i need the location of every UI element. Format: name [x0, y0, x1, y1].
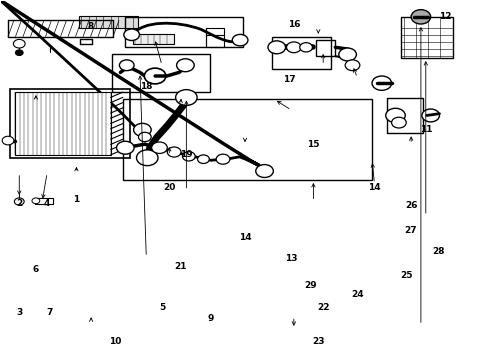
Circle shape [120, 60, 134, 71]
Text: 9: 9 [208, 314, 214, 323]
Text: 6: 6 [33, 265, 39, 274]
Circle shape [372, 76, 392, 90]
Circle shape [124, 29, 140, 41]
Circle shape [175, 90, 197, 105]
Circle shape [287, 42, 301, 53]
Circle shape [300, 42, 313, 52]
Text: 29: 29 [305, 280, 318, 289]
Text: 16: 16 [288, 19, 300, 28]
Circle shape [117, 141, 134, 154]
Text: 17: 17 [283, 75, 295, 84]
Circle shape [232, 35, 248, 46]
Circle shape [256, 165, 273, 177]
Text: 22: 22 [317, 303, 329, 312]
Text: 20: 20 [163, 183, 175, 192]
Text: 28: 28 [432, 247, 444, 256]
Text: 12: 12 [439, 12, 452, 21]
Text: 21: 21 [174, 262, 187, 271]
Circle shape [339, 48, 356, 61]
Circle shape [2, 136, 14, 145]
Circle shape [14, 198, 24, 205]
Circle shape [134, 123, 151, 136]
Circle shape [182, 152, 195, 161]
Circle shape [392, 117, 406, 128]
Bar [125, 17, 243, 47]
Circle shape [422, 109, 440, 122]
Text: 24: 24 [351, 290, 364, 299]
Circle shape [167, 147, 181, 157]
Text: 5: 5 [159, 303, 165, 312]
Text: 10: 10 [109, 337, 122, 346]
Bar [15, 92, 111, 155]
Text: 1: 1 [74, 195, 79, 204]
Text: 7: 7 [47, 308, 53, 317]
Text: 15: 15 [307, 140, 319, 149]
Text: 26: 26 [405, 201, 417, 210]
Circle shape [145, 68, 166, 84]
Bar [112, 54, 210, 92]
Text: 4: 4 [44, 199, 50, 208]
Bar [387, 98, 423, 134]
Circle shape [32, 198, 40, 204]
Bar [123, 99, 372, 180]
Text: 13: 13 [285, 255, 297, 264]
Text: 3: 3 [16, 308, 23, 317]
Text: 2: 2 [16, 199, 23, 208]
Bar [401, 17, 453, 58]
Circle shape [176, 59, 194, 72]
Text: 8: 8 [88, 22, 94, 31]
Circle shape [268, 41, 286, 54]
Bar [133, 35, 174, 44]
Text: 25: 25 [400, 270, 413, 279]
Text: 14: 14 [239, 233, 251, 242]
Circle shape [152, 142, 167, 153]
Text: 18: 18 [140, 82, 152, 91]
Bar [272, 37, 331, 69]
Bar [79, 16, 138, 28]
Bar [206, 28, 224, 47]
Bar [10, 89, 130, 158]
Text: 27: 27 [404, 226, 416, 235]
Bar [316, 40, 335, 56]
Circle shape [216, 154, 230, 164]
Text: 11: 11 [419, 125, 432, 134]
Circle shape [411, 10, 431, 24]
Circle shape [386, 108, 405, 123]
Circle shape [139, 132, 151, 141]
Text: 19: 19 [180, 150, 193, 159]
Circle shape [137, 150, 158, 166]
Text: 14: 14 [368, 183, 381, 192]
Circle shape [197, 155, 209, 163]
Circle shape [345, 60, 360, 71]
Circle shape [13, 40, 25, 48]
Circle shape [15, 50, 23, 55]
Text: 23: 23 [312, 337, 324, 346]
Bar [35, 198, 53, 204]
